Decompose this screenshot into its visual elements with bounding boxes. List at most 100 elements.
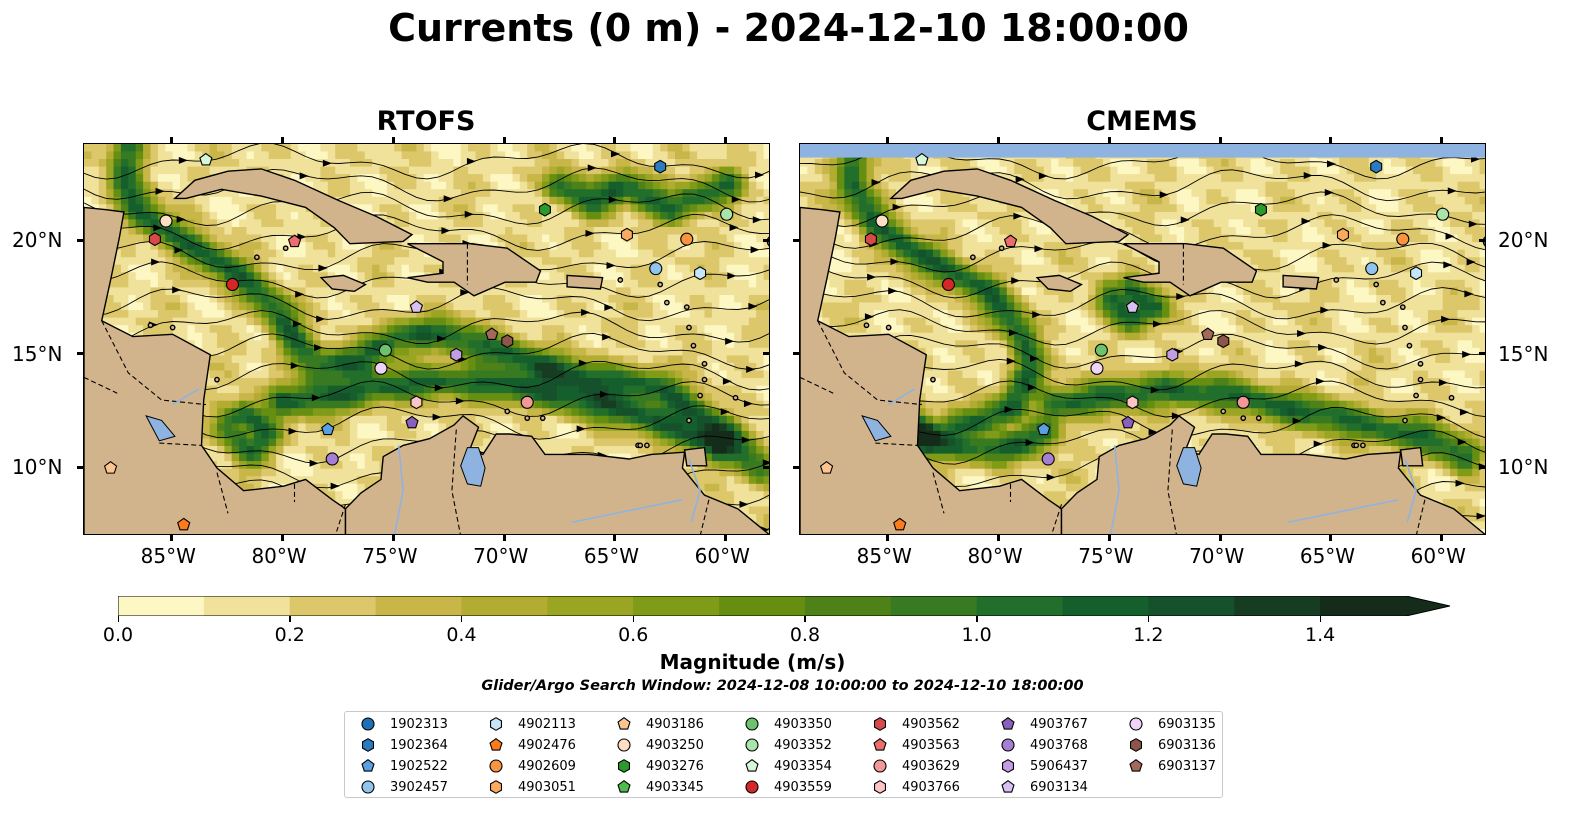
legend-marker-icon xyxy=(873,717,887,731)
legend-item-4903250: 4903250 xyxy=(616,735,704,755)
lon-tick-label: 85°W xyxy=(856,544,912,568)
legend-item-4903345: 4903345 xyxy=(616,777,704,797)
lon-tick-mark xyxy=(391,137,395,143)
legend-item-4903186: 4903186 xyxy=(616,714,704,734)
colorbar-tick-mark xyxy=(1147,616,1150,622)
right-map-svg xyxy=(800,144,1485,534)
legend-item-4902609: 4902609 xyxy=(488,756,576,776)
legend-item-4903766: 4903766 xyxy=(872,777,960,797)
legend-item-4903276: 4903276 xyxy=(616,756,704,776)
lon-tick-mark xyxy=(1329,137,1333,143)
lon-tick-label: 65°W xyxy=(583,544,640,568)
legend-item-label: 4903767 xyxy=(1030,716,1088,732)
lon-tick-label: 70°W xyxy=(473,544,529,568)
legend-marker-icon xyxy=(361,759,375,772)
float-marker-1902522 xyxy=(321,422,335,436)
colorbar-segment xyxy=(118,596,205,616)
lon-tick-mark xyxy=(502,535,506,541)
float-marker-3902457 xyxy=(649,262,663,276)
legend-item-label: 6903137 xyxy=(1158,758,1216,774)
lon-tick-mark xyxy=(170,535,174,541)
legend-item-4902113: 4902113 xyxy=(488,714,576,734)
colorbar-tick-mark xyxy=(289,616,291,622)
colorbar-tick-mark xyxy=(804,616,806,622)
legend-item-6903135: 6903135 xyxy=(1128,714,1216,734)
legend-item-6903137: 6903137 xyxy=(1128,756,1216,776)
legend-item-4903767: 4903767 xyxy=(1000,714,1088,734)
float-marker-4903250 xyxy=(159,214,173,228)
float-marker-4903051 xyxy=(1336,227,1349,242)
legend-item-4903354: 4903354 xyxy=(744,756,832,776)
legend-item-label: 4903563 xyxy=(902,737,960,753)
legend-item-label: 6903134 xyxy=(1030,779,1088,795)
float-marker-4903559 xyxy=(225,277,240,292)
float-marker-6903135 xyxy=(1090,361,1104,375)
lat-tick-mark xyxy=(763,352,769,356)
float-marker-6903137 xyxy=(485,327,499,340)
float-marker-4903186 xyxy=(819,461,834,474)
legend-item-1902313: 1902313 xyxy=(360,714,448,734)
float-marker-4903767 xyxy=(405,415,419,429)
float-marker-6903135 xyxy=(374,361,388,375)
float-marker-4903562 xyxy=(864,232,877,247)
legend-item-4903562: 4903562 xyxy=(872,714,960,734)
cmems-map-panel xyxy=(799,143,1486,535)
legend-marker-icon xyxy=(617,780,631,793)
lon-tick-label: 85°W xyxy=(140,544,196,568)
legend-item-4903563: 4903563 xyxy=(872,735,960,755)
float-marker-4903276 xyxy=(1254,202,1267,217)
legend-marker-icon xyxy=(617,759,631,773)
float-markers xyxy=(819,152,1485,531)
colorbar-tick-label: 1.2 xyxy=(1133,624,1164,646)
legend-item-label: 3902457 xyxy=(390,779,448,795)
legend-item-label: 4903186 xyxy=(646,716,704,732)
float-marker-4902113 xyxy=(1410,266,1423,281)
float-marker-4903563 xyxy=(287,234,302,248)
legend-marker-icon xyxy=(617,738,631,752)
legend-item-6903134: 6903134 xyxy=(1000,777,1088,797)
lat-tick-mark xyxy=(1479,238,1485,242)
legend-marker-icon xyxy=(1001,759,1015,773)
no-data-band xyxy=(800,144,1485,158)
legend-marker-icon xyxy=(489,759,503,773)
country-borders xyxy=(800,243,1426,534)
legend-item-1902364: 1902364 xyxy=(360,735,448,755)
lon-tick-mark xyxy=(502,137,506,143)
lat-tick-label-right: 10°N xyxy=(1498,455,1549,480)
lat-tick-mark xyxy=(793,465,799,469)
legend-item-label: 6903135 xyxy=(1158,716,1216,732)
lat-tick-label-left: 20°N xyxy=(12,228,63,253)
float-marker-4902113 xyxy=(694,266,707,281)
legend-item-label: 4903051 xyxy=(518,779,576,795)
lon-tick-label: 75°W xyxy=(1078,544,1134,568)
float-marker-4903629 xyxy=(520,395,534,409)
float-marker-5906437 xyxy=(450,347,463,362)
float-marker-4903562 xyxy=(148,232,161,247)
legend-item-3902457: 3902457 xyxy=(360,777,448,797)
colorbar-segment xyxy=(804,596,892,616)
colorbar-tick-label: 0.0 xyxy=(102,624,134,646)
legend-item-label: 4903345 xyxy=(646,779,704,795)
lon-tick-mark xyxy=(1218,535,1222,541)
colorbar-segment xyxy=(890,596,978,616)
legend-item-5906437: 5906437 xyxy=(1000,756,1088,776)
float-markers xyxy=(103,152,769,531)
float-marker-4903250 xyxy=(875,214,889,228)
colorbar-segment xyxy=(461,596,548,616)
legend-marker-icon xyxy=(361,738,375,752)
float-marker-4903186 xyxy=(103,461,118,474)
lon-tick-label: 80°W xyxy=(967,544,1023,568)
legend-marker-icon xyxy=(489,738,503,751)
float-marker-4903768 xyxy=(1041,452,1055,466)
legend-item-label: 4903354 xyxy=(774,758,832,774)
colorbar-segment xyxy=(719,596,806,616)
rtofs-map-panel xyxy=(83,143,770,535)
country-borders xyxy=(84,243,710,534)
colorbar-segment xyxy=(1148,596,1235,616)
float-marker-1902364 xyxy=(654,159,667,174)
colorbar-segment xyxy=(547,596,634,616)
lon-tick-mark xyxy=(1440,535,1444,541)
lon-tick-mark xyxy=(613,535,617,541)
legend-item-label: 1902313 xyxy=(390,716,448,732)
lon-tick-label: 65°W xyxy=(1299,544,1356,568)
